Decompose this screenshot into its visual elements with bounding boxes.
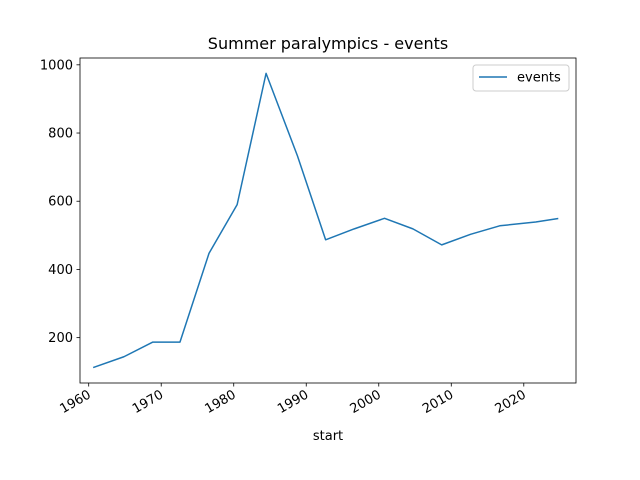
legend-box — [472, 64, 570, 92]
axes-frame — [79, 57, 577, 384]
legend: events — [472, 64, 570, 92]
y-tick-label: 800 — [48, 127, 73, 142]
y-tick-label: 600 — [48, 195, 73, 210]
series-line-events — [92, 72, 559, 369]
y-tick-label: 400 — [48, 263, 73, 278]
x-axis-label: start — [313, 429, 343, 444]
y-tick-label: 200 — [48, 331, 73, 346]
chart-title: Summer paralympics - events — [208, 34, 448, 53]
plot-area: 1960 1970 1980 1990 2000 2010 2020200400600800… — [40, 57, 577, 417]
legend-entry: events — [517, 71, 561, 86]
y-tick-label: 1000 — [40, 58, 73, 73]
